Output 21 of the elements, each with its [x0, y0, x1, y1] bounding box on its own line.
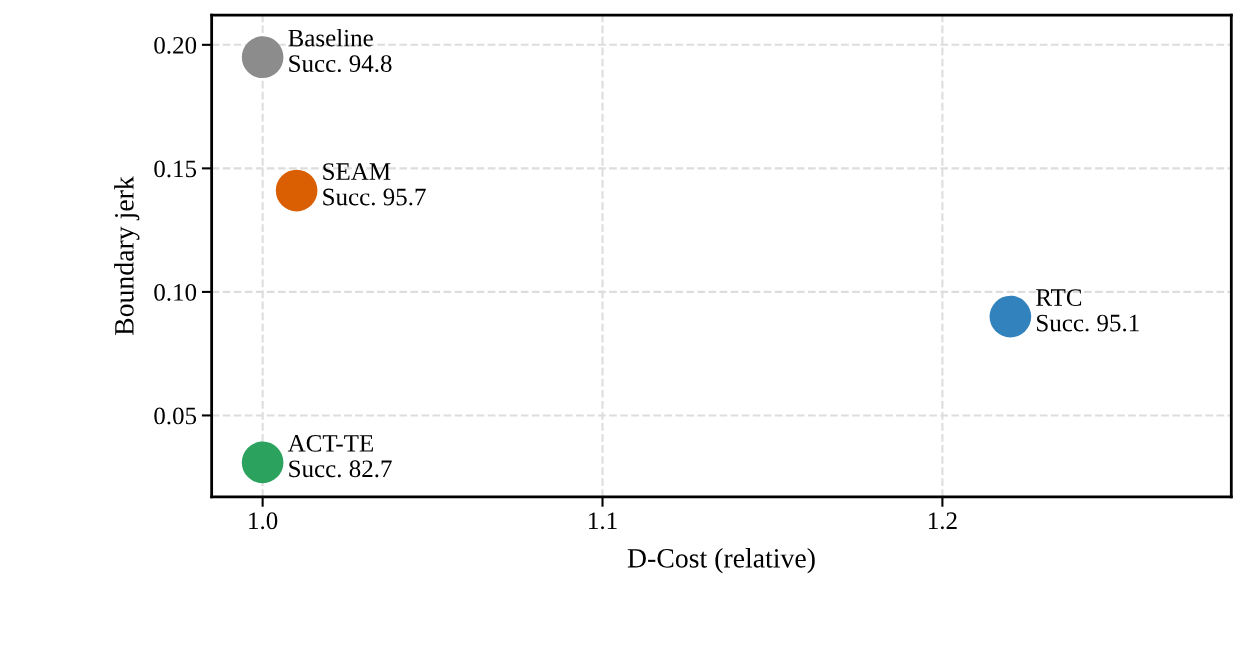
- point: [241, 441, 284, 484]
- annotation: Succ. 82.7: [289, 460, 392, 478]
- series-label: ACT-TE: [287, 434, 373, 452]
- y-tick-label: 0.15: [154, 160, 197, 178]
- annotation: Succ. 95.7: [323, 188, 426, 206]
- y-axis-title: Boundary jerk: [114, 176, 140, 336]
- point: [275, 169, 318, 212]
- x-tick-label: 1.2: [928, 512, 957, 530]
- annotation: Succ. 95.1: [1037, 314, 1139, 332]
- series-label: RTC: [1036, 289, 1082, 306]
- series-label: Baseline: [288, 28, 373, 47]
- y-tick-label: 0.20: [154, 36, 197, 54]
- point: [989, 295, 1032, 338]
- y-tick-label: 0.10: [154, 283, 197, 301]
- y-tick-label: 0.05: [154, 407, 197, 425]
- x-axis-title: D-Cost (relative): [627, 548, 815, 574]
- annotation: Succ. 94.8: [289, 55, 392, 73]
- point: [241, 36, 284, 79]
- x-tick-label: 1.0: [249, 512, 278, 530]
- x-tick-label: 1.1: [589, 512, 617, 530]
- series-label: SEAM: [323, 163, 391, 180]
